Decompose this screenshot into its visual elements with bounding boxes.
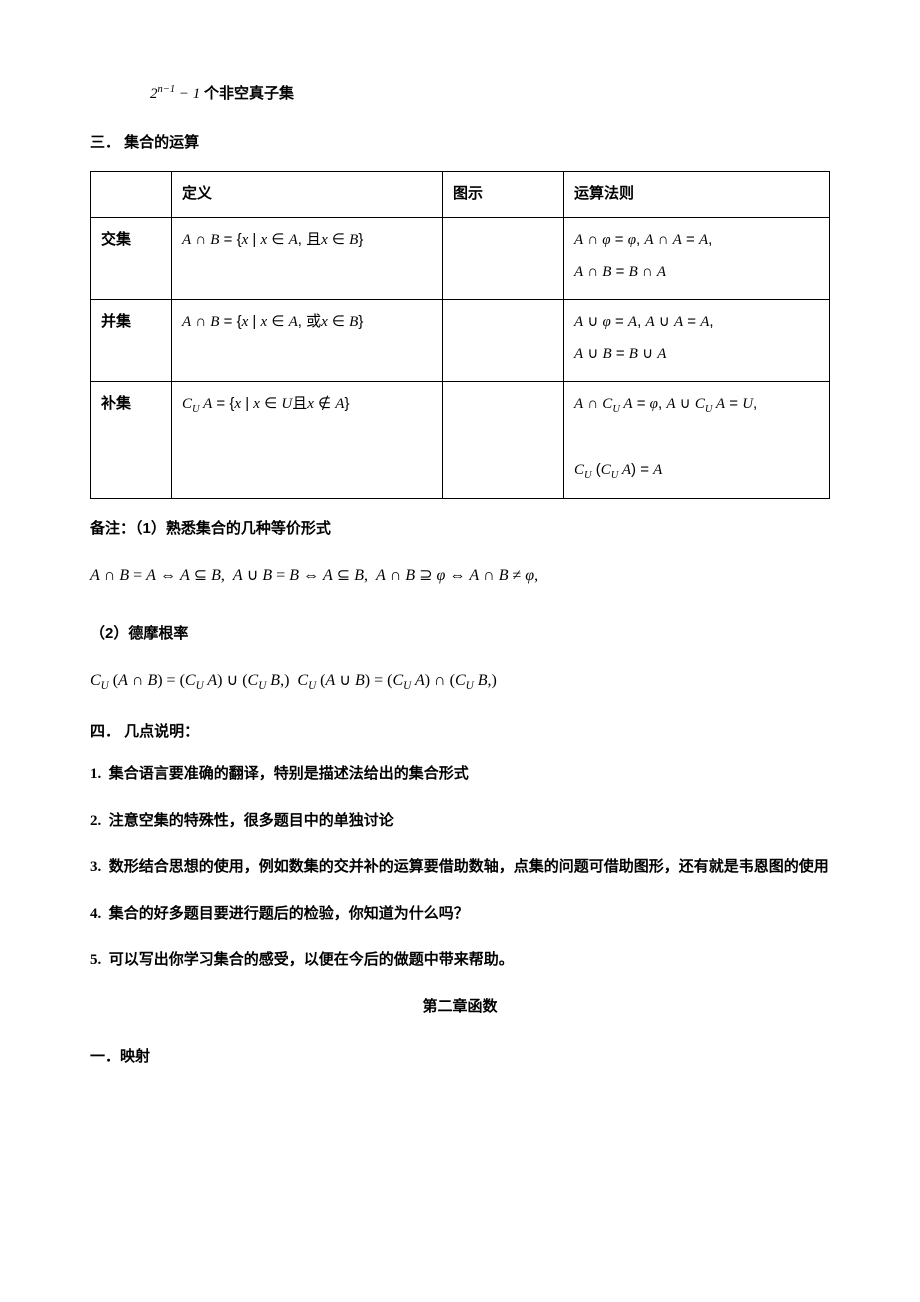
row-laws: A ∩ φ = φ, A ∩ A = A, A ∩ B = B ∩ A <box>564 217 830 299</box>
note-text: 数形结合思想的使用，例如数集的交并补的运算要借助数轴，点集的问题可借助图形，还有… <box>109 858 829 875</box>
list-item: 1. 集合语言要准确的翻译，特别是描述法给出的集合形式 <box>90 760 830 789</box>
remark-heading: 备注：（1）熟悉集合的几种等价形式 <box>90 515 830 544</box>
demorgan-formula: CU (A ∩ B) = (CU A) ∪ (CU B,) CU (A ∪ B)… <box>90 666 830 697</box>
set-operations-table: 定义 图示 运算法则 交集 A ∩ B = {x | x ∈ A, 且x ∈ B… <box>90 171 830 499</box>
table-row-complement: 补集 CU A = {x | x ∈ U且x ∉ A} A ∩ CU A = φ… <box>91 381 830 498</box>
header-blank <box>91 172 172 218</box>
nonempty-proper-subset-formula: 2n−1 − 1 个非空真子集 <box>90 80 830 109</box>
note-text: 集合的好多题目要进行题后的检验，你知道为什么吗？ <box>109 905 469 922</box>
header-figure: 图示 <box>443 172 564 218</box>
row-def: A ∩ B = {x | x ∈ A, 且x ∈ B} <box>172 217 443 299</box>
table-row-intersection: 交集 A ∩ B = {x | x ∈ A, 且x ∈ B} A ∩ φ = φ… <box>91 217 830 299</box>
list-item: 5. 可以写出你学习集合的感受，以便在今后的做题中带来帮助。 <box>90 946 830 975</box>
note-text: 注意空集的特殊性，很多题目中的单独讨论 <box>109 812 394 829</box>
note-text: 集合语言要准确的翻译，特别是描述法给出的集合形式 <box>109 765 469 782</box>
notes-list: 1. 集合语言要准确的翻译，特别是描述法给出的集合形式 2. 注意空集的特殊性，… <box>90 760 830 975</box>
list-item: 4. 集合的好多题目要进行题后的检验，你知道为什么吗？ <box>90 900 830 929</box>
row-laws: A ∪ φ = A, A ∪ A = A, A ∪ B = B ∪ A <box>564 299 830 381</box>
row-laws: A ∩ CU A = φ, A ∪ CU A = U, CU (CU A) = … <box>564 381 830 498</box>
demorgan-heading: （2）德摩根率 <box>90 620 830 649</box>
row-fig <box>443 299 564 381</box>
equivalence-formula: A ∩ B = A ⇔ A ⊆ B, A ∪ B = B ⇔ A ⊆ B, A … <box>90 561 830 591</box>
row-def: CU A = {x | x ∈ U且x ∉ A} <box>172 381 443 498</box>
header-laws: 运算法则 <box>564 172 830 218</box>
list-item: 2. 注意空集的特殊性，很多题目中的单独讨论 <box>90 807 830 836</box>
section-4-heading: 四． 几点说明： <box>90 718 830 747</box>
row-def: A ∩ B = {x | x ∈ A, 或x ∈ B} <box>172 299 443 381</box>
law-line: A ∪ B = B ∪ A <box>574 340 819 369</box>
row-fig <box>443 217 564 299</box>
mapping-heading: 一．映射 <box>90 1043 830 1072</box>
law-line: A ∩ B = B ∩ A <box>574 258 819 287</box>
row-name: 并集 <box>91 299 172 381</box>
section-3-heading: 三． 集合的运算 <box>90 129 830 158</box>
row-name: 补集 <box>91 381 172 498</box>
row-name: 交集 <box>91 217 172 299</box>
chapter-2-title: 第二章函数 <box>90 993 830 1022</box>
law-line <box>574 423 819 452</box>
table-header-row: 定义 图示 运算法则 <box>91 172 830 218</box>
row-fig <box>443 381 564 498</box>
header-definition: 定义 <box>172 172 443 218</box>
law-line: A ∩ CU A = φ, A ∪ CU A = U, <box>574 390 819 420</box>
law-line: A ∪ φ = A, A ∪ A = A, <box>574 308 819 337</box>
law-line: CU (CU A) = A <box>574 456 819 486</box>
law-line: A ∩ φ = φ, A ∩ A = A, <box>574 226 819 255</box>
table-row-union: 并集 A ∩ B = {x | x ∈ A, 或x ∈ B} A ∪ φ = A… <box>91 299 830 381</box>
formula-text: 2n−1 − 1 个非空真子集 <box>150 86 294 102</box>
list-item: 3. 数形结合思想的使用，例如数集的交并补的运算要借助数轴，点集的问题可借助图形… <box>90 853 830 882</box>
note-text: 可以写出你学习集合的感受，以便在今后的做题中带来帮助。 <box>109 951 514 968</box>
